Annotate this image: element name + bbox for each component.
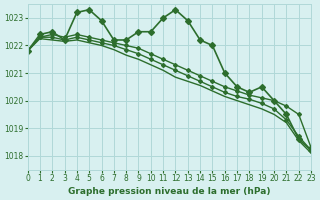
X-axis label: Graphe pression niveau de la mer (hPa): Graphe pression niveau de la mer (hPa) bbox=[68, 187, 270, 196]
